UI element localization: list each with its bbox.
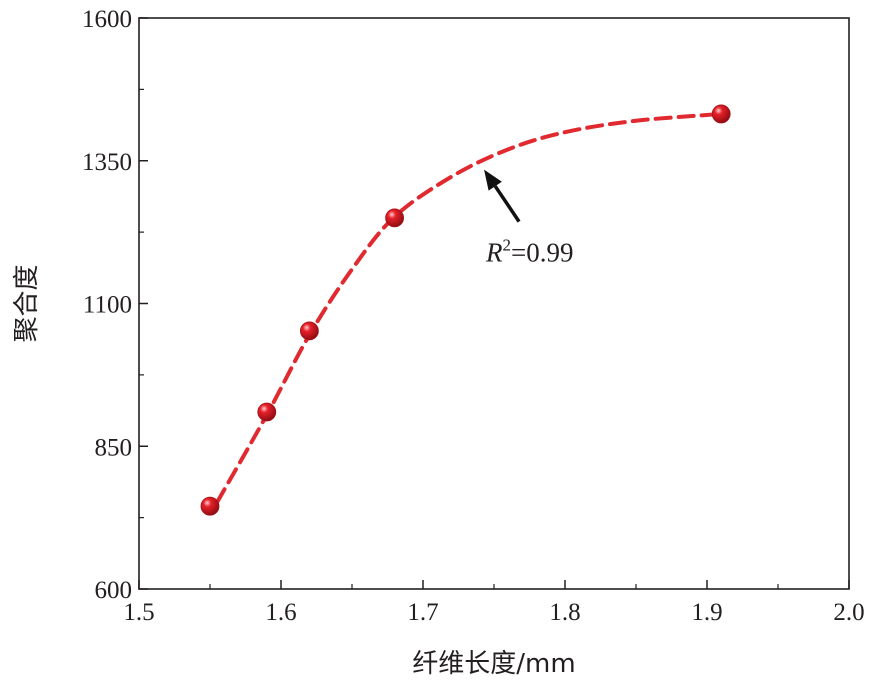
- y-tick-label: 1350: [82, 149, 132, 176]
- data-point: [385, 208, 405, 228]
- x-axis-title: 纤维长度/mm: [412, 649, 575, 679]
- fit-curve: [215, 111, 724, 505]
- data-point: [711, 104, 731, 124]
- y-axis-title: 聚合度: [12, 264, 42, 342]
- annotation-group: R2=0.99: [484, 169, 574, 268]
- data-points: [200, 104, 731, 516]
- y-tick-label: 600: [95, 577, 133, 604]
- x-tick-label: 2.0: [833, 599, 864, 626]
- data-point: [299, 321, 319, 341]
- r-value: =0.99: [511, 238, 573, 268]
- r-squared-label: R2=0.99: [485, 236, 573, 268]
- data-point: [200, 496, 220, 516]
- x-tick-label: 1.9: [691, 599, 722, 626]
- fit-curve-group: [215, 111, 724, 505]
- r-variable: R: [485, 238, 503, 268]
- x-tick-label: 1.7: [407, 599, 438, 626]
- annotation-arrow: [493, 185, 521, 223]
- x-tick-label: 1.5: [123, 599, 154, 626]
- plot-frame: [138, 17, 850, 590]
- y-tick-label: 850: [95, 434, 133, 461]
- x-tick-label: 1.6: [265, 599, 296, 626]
- y-tick-label: 1100: [83, 292, 132, 319]
- data-point: [257, 402, 277, 422]
- x-axis-ticks: 1.5 1.6 1.7 1.8 1.9 2.0: [123, 580, 865, 626]
- y-tick-label: 1600: [82, 6, 132, 33]
- x-tick-label: 1.8: [549, 599, 580, 626]
- plot-border: [138, 17, 850, 590]
- annotation-arrowhead: [484, 169, 502, 191]
- y-axis-ticks: 600 850 1100 1350 1600: [82, 6, 148, 604]
- r-superscript: 2: [503, 236, 512, 255]
